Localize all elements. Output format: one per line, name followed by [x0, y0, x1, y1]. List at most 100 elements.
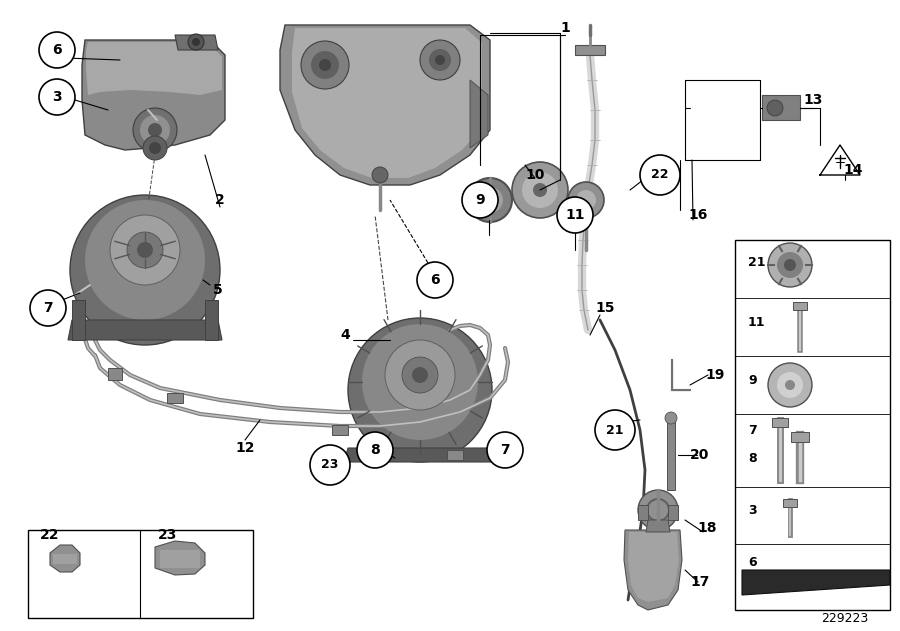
Text: 8: 8 [370, 443, 380, 457]
Circle shape [319, 59, 331, 71]
Text: 22: 22 [652, 168, 669, 182]
Polygon shape [205, 300, 218, 340]
Circle shape [372, 167, 388, 183]
Polygon shape [175, 35, 218, 50]
Circle shape [533, 183, 547, 197]
FancyBboxPatch shape [791, 432, 809, 442]
Circle shape [477, 187, 503, 213]
Polygon shape [68, 320, 222, 340]
Text: 7: 7 [43, 301, 53, 315]
Circle shape [412, 367, 428, 383]
Circle shape [311, 51, 339, 79]
Text: 6: 6 [748, 555, 757, 569]
Polygon shape [667, 420, 675, 490]
Polygon shape [280, 25, 490, 185]
Circle shape [576, 190, 596, 210]
Circle shape [310, 445, 350, 485]
Circle shape [192, 38, 200, 46]
Circle shape [140, 115, 170, 145]
Circle shape [127, 232, 163, 268]
Polygon shape [820, 145, 860, 175]
Circle shape [188, 34, 204, 50]
Polygon shape [72, 300, 85, 340]
Polygon shape [470, 80, 488, 148]
Circle shape [435, 55, 445, 65]
Polygon shape [742, 570, 890, 595]
Circle shape [85, 200, 205, 320]
Text: 17: 17 [690, 575, 710, 589]
Polygon shape [624, 530, 682, 610]
Polygon shape [344, 448, 496, 462]
Text: 2: 2 [215, 193, 225, 207]
Polygon shape [668, 505, 678, 520]
Text: 3: 3 [52, 90, 62, 104]
Circle shape [301, 41, 349, 89]
Circle shape [357, 432, 393, 468]
Text: 3: 3 [748, 504, 757, 517]
FancyBboxPatch shape [783, 499, 797, 507]
Text: 23: 23 [321, 459, 338, 471]
Polygon shape [628, 532, 679, 602]
Circle shape [462, 182, 498, 218]
Text: 10: 10 [526, 168, 544, 182]
Polygon shape [575, 45, 605, 55]
Text: 11: 11 [565, 208, 585, 222]
Circle shape [429, 49, 451, 71]
Circle shape [785, 380, 795, 390]
Polygon shape [638, 505, 648, 520]
Polygon shape [82, 40, 225, 150]
Text: 13: 13 [804, 93, 823, 107]
Polygon shape [447, 450, 463, 460]
Circle shape [348, 318, 492, 462]
Circle shape [665, 412, 677, 424]
Circle shape [39, 32, 75, 68]
Circle shape [385, 340, 455, 410]
Text: 9: 9 [475, 193, 485, 207]
Text: 7: 7 [748, 423, 757, 437]
Text: 15: 15 [595, 301, 615, 315]
Polygon shape [332, 425, 348, 435]
Text: 19: 19 [706, 368, 724, 382]
Text: 6: 6 [52, 43, 62, 57]
Text: 12: 12 [235, 441, 255, 455]
Polygon shape [155, 541, 205, 575]
Polygon shape [160, 550, 200, 568]
Text: 6: 6 [430, 273, 440, 287]
Polygon shape [292, 28, 482, 178]
Polygon shape [646, 520, 670, 532]
Text: 21: 21 [748, 256, 766, 269]
Circle shape [568, 182, 604, 218]
FancyBboxPatch shape [28, 530, 253, 618]
Polygon shape [108, 368, 122, 380]
Text: 11: 11 [748, 316, 766, 329]
Text: 8: 8 [748, 452, 757, 464]
Polygon shape [86, 42, 222, 95]
FancyBboxPatch shape [735, 240, 890, 610]
FancyBboxPatch shape [772, 418, 788, 427]
Text: 14: 14 [843, 163, 863, 177]
Circle shape [777, 372, 803, 398]
Polygon shape [53, 554, 77, 564]
Circle shape [557, 197, 593, 233]
Circle shape [784, 259, 796, 271]
FancyBboxPatch shape [793, 302, 807, 310]
Text: 21: 21 [607, 423, 624, 437]
Circle shape [595, 410, 635, 450]
Text: 229223: 229223 [822, 611, 868, 625]
Circle shape [137, 242, 153, 258]
Circle shape [522, 172, 558, 208]
Circle shape [468, 178, 512, 222]
Circle shape [110, 215, 180, 285]
Circle shape [768, 363, 812, 407]
Circle shape [133, 108, 177, 152]
Text: 5: 5 [213, 283, 223, 297]
Polygon shape [50, 545, 80, 572]
Circle shape [777, 252, 803, 278]
Circle shape [362, 324, 478, 440]
Circle shape [640, 155, 680, 195]
Text: 9: 9 [748, 374, 757, 387]
Circle shape [487, 432, 523, 468]
Polygon shape [167, 393, 183, 403]
Text: 18: 18 [698, 521, 716, 535]
Circle shape [39, 79, 75, 115]
